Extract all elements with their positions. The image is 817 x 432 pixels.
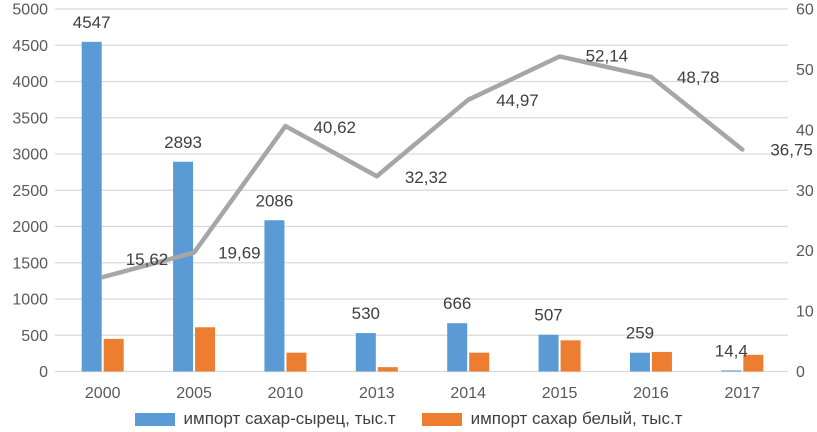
bar-label-2010: 2086: [256, 191, 294, 210]
share-line: [100, 54, 745, 280]
x-axis-tick: 2005: [176, 385, 212, 402]
x-axis-tick: 2000: [85, 385, 121, 402]
left-axis-tick: 500: [21, 328, 48, 345]
right-axis-tick: 40: [796, 122, 814, 139]
left-axis-tick: 0: [39, 364, 48, 381]
bar-white-sugar-2005: [195, 327, 216, 372]
bar-white-sugar-2015: [560, 340, 581, 372]
line-label-2010: 40,62: [313, 118, 356, 137]
legend-item-raw-sugar: импорт сахар-сырец, тыс.т: [134, 409, 396, 429]
bar-label-2017: 14,4: [715, 341, 748, 360]
bar-raw-sugar-2010: [264, 220, 285, 372]
legend: импорт сахар-сырец, тыс.т импорт сахар б…: [0, 409, 817, 429]
line-label-2005: 19,69: [218, 244, 261, 263]
line-label-2017: 36,75: [770, 140, 813, 159]
left-axis-tick: 4000: [12, 74, 48, 91]
line-label-2014: 44,97: [496, 91, 539, 110]
bar-label-2005: 2893: [164, 133, 202, 152]
x-axis-tick: 2010: [268, 385, 304, 402]
bar-white-sugar-2014: [469, 352, 490, 372]
right-axis-tick: 30: [796, 183, 814, 200]
right-axis-tick: 10: [796, 304, 814, 321]
legend-item-white-sugar: импорт сахар белый, тыс.т: [421, 409, 683, 429]
bar-label-2013: 530: [352, 304, 380, 323]
bar-raw-sugar-2014: [447, 323, 468, 372]
bar-raw-sugar-2005: [173, 161, 194, 372]
right-axis-tick: 20: [796, 243, 814, 260]
left-axis-tick: 2000: [12, 219, 48, 236]
left-axis-tick: 5000: [12, 2, 48, 19]
left-axis-tick: 3000: [12, 147, 48, 164]
right-axis-tick: 0: [796, 364, 805, 381]
bar-white-sugar-2010: [286, 352, 307, 372]
bar-white-sugar-2016: [651, 351, 672, 372]
bar-white-sugar-2013: [377, 367, 398, 372]
x-axis-tick: 2015: [542, 385, 578, 402]
bar-white-sugar-2017: [743, 354, 764, 372]
left-axis-tick: 4500: [12, 38, 48, 55]
x-axis-tick: 2013: [359, 385, 395, 402]
bar-label-2014: 666: [443, 294, 471, 313]
bar-label-2016: 259: [626, 324, 654, 343]
x-axis-tick: 2014: [450, 385, 486, 402]
x-axis-tick: 2016: [633, 385, 669, 402]
legend-label-raw-sugar: импорт сахар-сырец, тыс.т: [183, 409, 396, 428]
bar-label-2000: 4547: [73, 13, 111, 32]
line-label-2000: 15,62: [126, 250, 169, 269]
line-label-2016: 48,78: [677, 68, 720, 87]
bar-label-2015: 507: [534, 306, 562, 325]
bar-raw-sugar-2016: [629, 352, 650, 372]
x-axis-tick: 2017: [725, 385, 761, 402]
legend-swatch-white-sugar: [421, 412, 462, 426]
bar-white-sugar-2000: [103, 338, 124, 372]
bar-raw-sugar-2015: [538, 334, 559, 372]
left-axis-tick: 3500: [12, 110, 48, 127]
line-label-2013: 32,32: [405, 168, 448, 187]
legend-swatch-raw-sugar: [134, 412, 175, 426]
bar-raw-sugar-2000: [81, 41, 102, 372]
legend-label-white-sugar: импорт сахар белый, тыс.т: [470, 409, 683, 428]
left-axis-tick: 1500: [12, 255, 48, 272]
right-axis-tick: 60: [796, 2, 814, 19]
bar-raw-sugar-2017: [721, 370, 742, 372]
right-axis-tick: 50: [796, 62, 814, 79]
left-axis-tick: 2500: [12, 183, 48, 200]
left-axis-tick: 1000: [12, 292, 48, 309]
line-label-2015: 52,14: [586, 46, 629, 65]
bar-raw-sugar-2013: [355, 333, 376, 372]
